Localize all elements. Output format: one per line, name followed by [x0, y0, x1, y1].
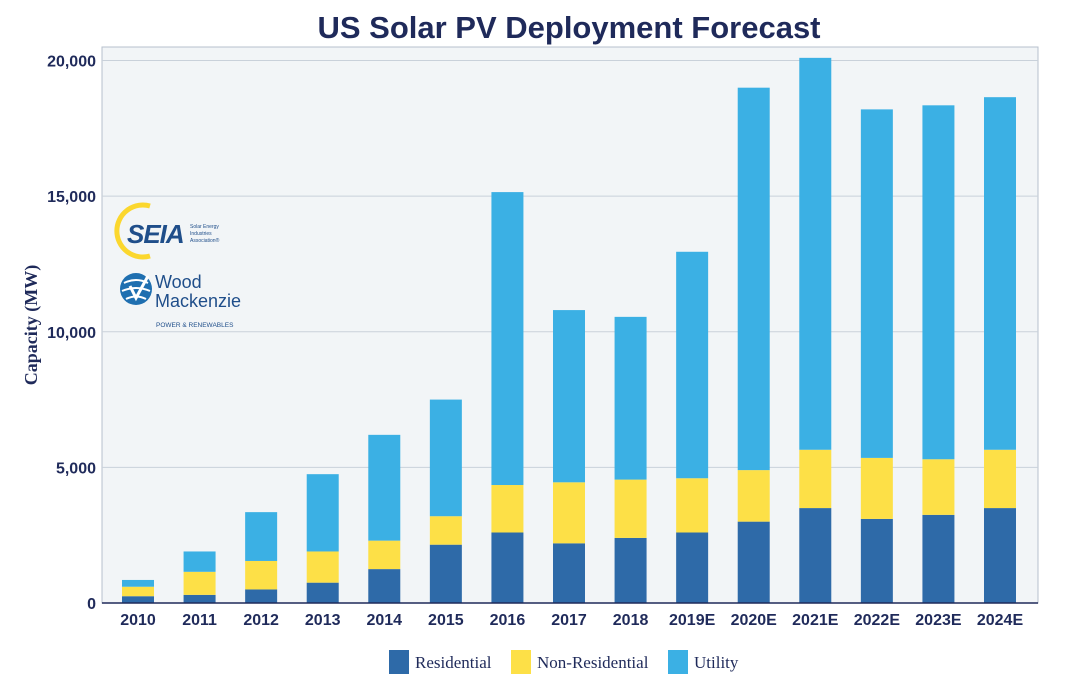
bar-residential-2010: [122, 596, 154, 603]
y-tick-label: 20,000: [47, 54, 96, 71]
x-tick-label: 2013: [305, 612, 341, 629]
y-tick-label: 15,000: [47, 189, 96, 206]
bar-utility-2021e: [799, 57, 832, 450]
bar-utility-2014: [368, 434, 401, 541]
bar-utility-2016: [491, 192, 524, 486]
x-tick-label: 2021E: [792, 612, 839, 629]
x-tick-label: 2016: [490, 612, 526, 629]
legend-swatch-non-residential: [511, 650, 531, 674]
bar-utility-2023e: [922, 105, 955, 460]
bar-non-residential-2010: [122, 586, 154, 597]
x-tick-label: 2015: [428, 612, 464, 629]
bar-residential-2011: [183, 594, 216, 603]
bar-residential-2022e: [860, 518, 893, 603]
bar-residential-2013: [306, 582, 339, 603]
y-tick-label: 5,000: [56, 460, 96, 477]
seia-logo-line3: Association®: [190, 237, 220, 244]
bar-non-residential-2024e: [984, 449, 1016, 509]
legend-label-utility: Utility: [694, 653, 739, 672]
legend-label-non-residential: Non-Residential: [537, 653, 649, 672]
y-tick-label: 0: [87, 596, 96, 613]
bar-residential-2020e: [737, 521, 770, 603]
seia-sun-arc-icon: [114, 202, 151, 260]
x-tick-label: 2023E: [915, 612, 962, 629]
bar-utility-2012: [245, 512, 278, 561]
bar-residential-2016: [491, 532, 524, 603]
bar-utility-2022e: [860, 109, 893, 458]
bar-utility-2011: [183, 551, 216, 572]
bar-utility-2017: [553, 310, 585, 483]
bar-residential-2014: [368, 569, 401, 603]
bar-non-residential-2012: [245, 560, 278, 590]
y-axis-label: Capacity (MW): [21, 265, 42, 385]
legend-swatch-utility: [668, 650, 688, 674]
bar-residential-2019e: [676, 532, 709, 603]
x-tick-label: 2010: [120, 612, 156, 629]
y-axis-ticks: 0 5,000 10,000 15,000 20,000: [47, 54, 96, 613]
bar-residential-2018: [614, 537, 647, 603]
legend-label-residential: Residential: [415, 653, 492, 672]
bar-non-residential-2014: [368, 540, 401, 570]
bar-non-residential-2020e: [737, 470, 770, 522]
seia-logo: SEIA Solar Energy Industries Association…: [114, 202, 220, 260]
x-tick-label: 2018: [613, 612, 649, 629]
bar-utility-2024e: [984, 97, 1016, 450]
bar-residential-2015: [429, 544, 462, 603]
bar-residential-2023e: [922, 514, 955, 603]
bar-non-residential-2019e: [676, 478, 709, 533]
seia-logo-line2: Industries: [190, 231, 212, 237]
wood-mackenzie-line2: Mackenzie: [155, 291, 241, 311]
bar-residential-2021e: [799, 508, 832, 603]
bar-residential-2024e: [984, 508, 1016, 603]
x-tick-label: 2024E: [977, 612, 1024, 629]
bar-non-residential-2017: [553, 482, 585, 544]
bar-utility-2013: [306, 474, 339, 552]
bar-non-residential-2013: [306, 551, 339, 583]
y-tick-label: 10,000: [47, 325, 96, 342]
wood-mackenzie-line3: POWER & RENEWABLES: [156, 322, 234, 329]
chart-title: US Solar PV Deployment Forecast: [317, 10, 820, 45]
bar-non-residential-2021e: [799, 449, 832, 509]
bar-residential-2012: [245, 589, 278, 603]
seia-logo-line1: Solar Energy: [190, 224, 219, 230]
bar-non-residential-2016: [491, 485, 524, 533]
wood-mackenzie-logo: Wood Mackenzie POWER & RENEWABLES: [120, 272, 241, 329]
legend: Residential Non-Residential Utility: [389, 650, 739, 674]
x-tick-label: 2019E: [669, 612, 716, 629]
x-tick-label: 2012: [243, 612, 279, 629]
bar-utility-2015: [429, 399, 462, 517]
x-axis-ticks: 2010 2011 2012 2013 2014 2015 2016 2017 2018 2019…: [120, 612, 1023, 629]
x-tick-label: 2014: [366, 612, 402, 629]
legend-swatch-residential: [389, 650, 409, 674]
bar-non-residential-2023e: [922, 459, 955, 515]
bar-non-residential-2022e: [860, 457, 893, 519]
bar-non-residential-2011: [183, 571, 216, 595]
bar-utility-2018: [614, 316, 647, 480]
bar-residential-2017: [553, 543, 585, 603]
bar-utility-2010: [122, 579, 154, 587]
bar-non-residential-2018: [614, 479, 647, 538]
bar-non-residential-2015: [429, 516, 462, 545]
seia-logo-mark: SEIA: [127, 219, 184, 249]
bar-utility-2020e: [737, 87, 770, 471]
wood-mackenzie-line1: Wood: [155, 272, 202, 292]
x-tick-label: 2020E: [731, 612, 778, 629]
x-tick-label: 2022E: [854, 612, 901, 629]
x-tick-label: 2017: [551, 612, 587, 629]
x-tick-label: 2011: [182, 612, 217, 629]
bar-utility-2019e: [676, 251, 709, 479]
bars: [122, 57, 1016, 603]
